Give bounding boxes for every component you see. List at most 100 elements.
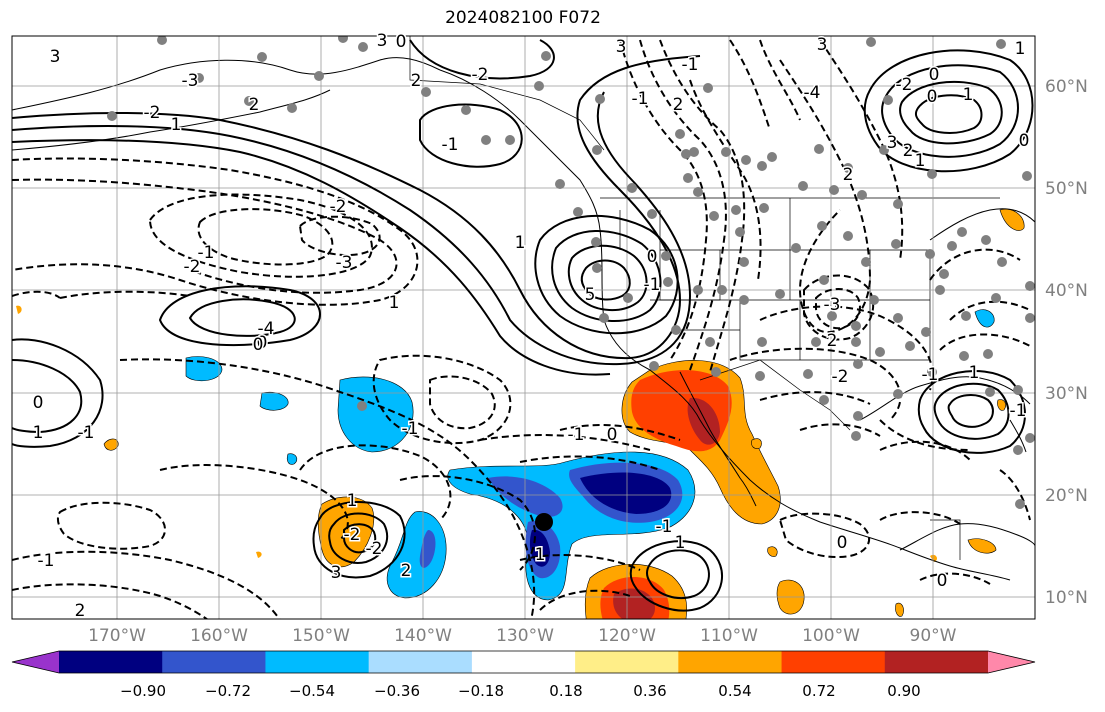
contour-label: 0 [937, 571, 948, 591]
contour-label: -1 [402, 419, 419, 439]
colorbar-tick: 0.90 [887, 682, 921, 700]
contour-label: 2 [249, 95, 260, 115]
colorbar-tick: 0.72 [802, 682, 836, 700]
lon-label-90w: 90°W [909, 626, 957, 646]
contour-label: 1 [347, 491, 358, 511]
lon-label-130w: 130°W [496, 626, 554, 646]
solid-contours [12, 39, 1034, 612]
map-title: 2024082100 F072 [445, 8, 601, 28]
contour-label: 0 [647, 247, 658, 267]
contour-label: -1 [442, 135, 459, 155]
contour-label: -3 [336, 253, 353, 273]
contour-label: -1 [644, 275, 661, 295]
contour-label: 2 [75, 601, 86, 621]
contour-label: -2 [144, 103, 161, 123]
contour-label: -2 [330, 197, 347, 217]
contour-label: 0 [253, 335, 264, 355]
contour-label: 2 [843, 165, 854, 185]
contour-label: 2 [411, 71, 422, 91]
lon-label-110w: 110°W [700, 626, 758, 646]
colorbar-tick: −0.72 [205, 682, 251, 700]
lon-label-100w: 100°W [802, 626, 860, 646]
contour-label: 1 [389, 293, 400, 313]
contour-label: -1 [922, 365, 939, 385]
colorbar-tick: 0.54 [718, 682, 752, 700]
colorbar-segment [884, 651, 989, 673]
contour-label: -3 [182, 71, 199, 91]
colorbar-tick: −0.36 [374, 682, 420, 700]
contour-label: 0 [927, 87, 938, 107]
shade-negative-west [337, 376, 414, 453]
colorbar-segment [368, 651, 473, 673]
lat-label-40n: 40°N [1045, 281, 1088, 301]
lat-label-50n: 50°N [1045, 179, 1088, 199]
contour-label: 3 [331, 563, 342, 583]
contour-label: 0 [396, 32, 407, 52]
colorbar-segment [575, 651, 679, 673]
contour-label: -1 [568, 425, 585, 445]
lat-label-10n: 10°N [1045, 588, 1088, 608]
contour-label: -1 [632, 89, 649, 109]
contour-label: 0 [33, 393, 44, 413]
contour-label: 0 [1019, 131, 1030, 151]
contour-label: 2 [401, 561, 412, 581]
colorbar-segment [781, 651, 886, 673]
contour-label: 1 [963, 85, 974, 105]
contour-label: -1 [78, 423, 95, 443]
contour-label: -4 [258, 319, 275, 339]
contour-label: 3 [377, 31, 388, 51]
colorbar-tick: −0.54 [289, 682, 335, 700]
contour-label: 1 [535, 545, 546, 565]
contour-label: -2 [184, 257, 201, 277]
lon-label-170w: 170°W [88, 626, 146, 646]
colorbar-segment [59, 651, 163, 673]
contour-label: -3 [824, 295, 841, 315]
contour-label: 0 [257, 333, 268, 353]
colorbar-segment [162, 651, 266, 673]
contour-label: 3 [817, 35, 828, 55]
contour-label: 3 [887, 133, 898, 153]
contour-label: -2 [472, 65, 489, 85]
contour-label: 1 [675, 533, 686, 553]
map-border [11, 35, 1036, 620]
contour-label: 0 [929, 65, 940, 85]
colorbar-tick: −0.18 [458, 682, 504, 700]
lon-label-160w: 160°W [190, 626, 248, 646]
colorbar-extend-high [988, 651, 1035, 673]
contour-label: -1 [682, 55, 699, 75]
contour-label: -1 [1010, 401, 1027, 421]
contour-label: 0 [837, 533, 848, 553]
colorbar [11, 650, 1036, 674]
contour-label: 2 [827, 331, 838, 351]
colorbar-tick: −0.90 [120, 682, 166, 700]
lat-label-20n: 20°N [1045, 486, 1088, 506]
lon-label-150w: 150°W [292, 626, 350, 646]
contour-label: 1 [915, 151, 926, 171]
contour-label: -2 [832, 367, 849, 387]
contour-label: 1 [171, 115, 182, 135]
contour-label: 5 [585, 285, 596, 305]
gridlines [12, 36, 1035, 619]
contour-labels: 3-310-2 2-13-223-1-1 23-4-2-3-1-210-4501-1… [31, 30, 1031, 623]
contour-label: -1 [198, 243, 215, 263]
contour-label: -2 [896, 75, 913, 95]
lat-label-30n: 30°N [1045, 384, 1088, 404]
contour-label: 2 [673, 95, 684, 115]
lat-label-60n: 60°N [1045, 77, 1088, 97]
colorbar-segment [678, 651, 783, 673]
lon-label-120w: 120°W [598, 626, 656, 646]
contour-label: -2 [344, 525, 361, 545]
contour-label: 0 [607, 425, 618, 445]
contour-label: 3 [616, 37, 627, 57]
contour-label: 2 [903, 141, 914, 161]
contour-label: -4 [804, 83, 821, 103]
storm-center-marker [535, 513, 553, 531]
political-borders [409, 36, 1000, 560]
contour-label: 1 [33, 423, 44, 443]
contour-label: -2 [366, 539, 383, 559]
colorbar-segment [471, 651, 576, 673]
contour-label: 1 [1015, 39, 1026, 59]
colorbar-tick: 0.36 [633, 682, 667, 700]
station-points [107, 36, 1035, 509]
